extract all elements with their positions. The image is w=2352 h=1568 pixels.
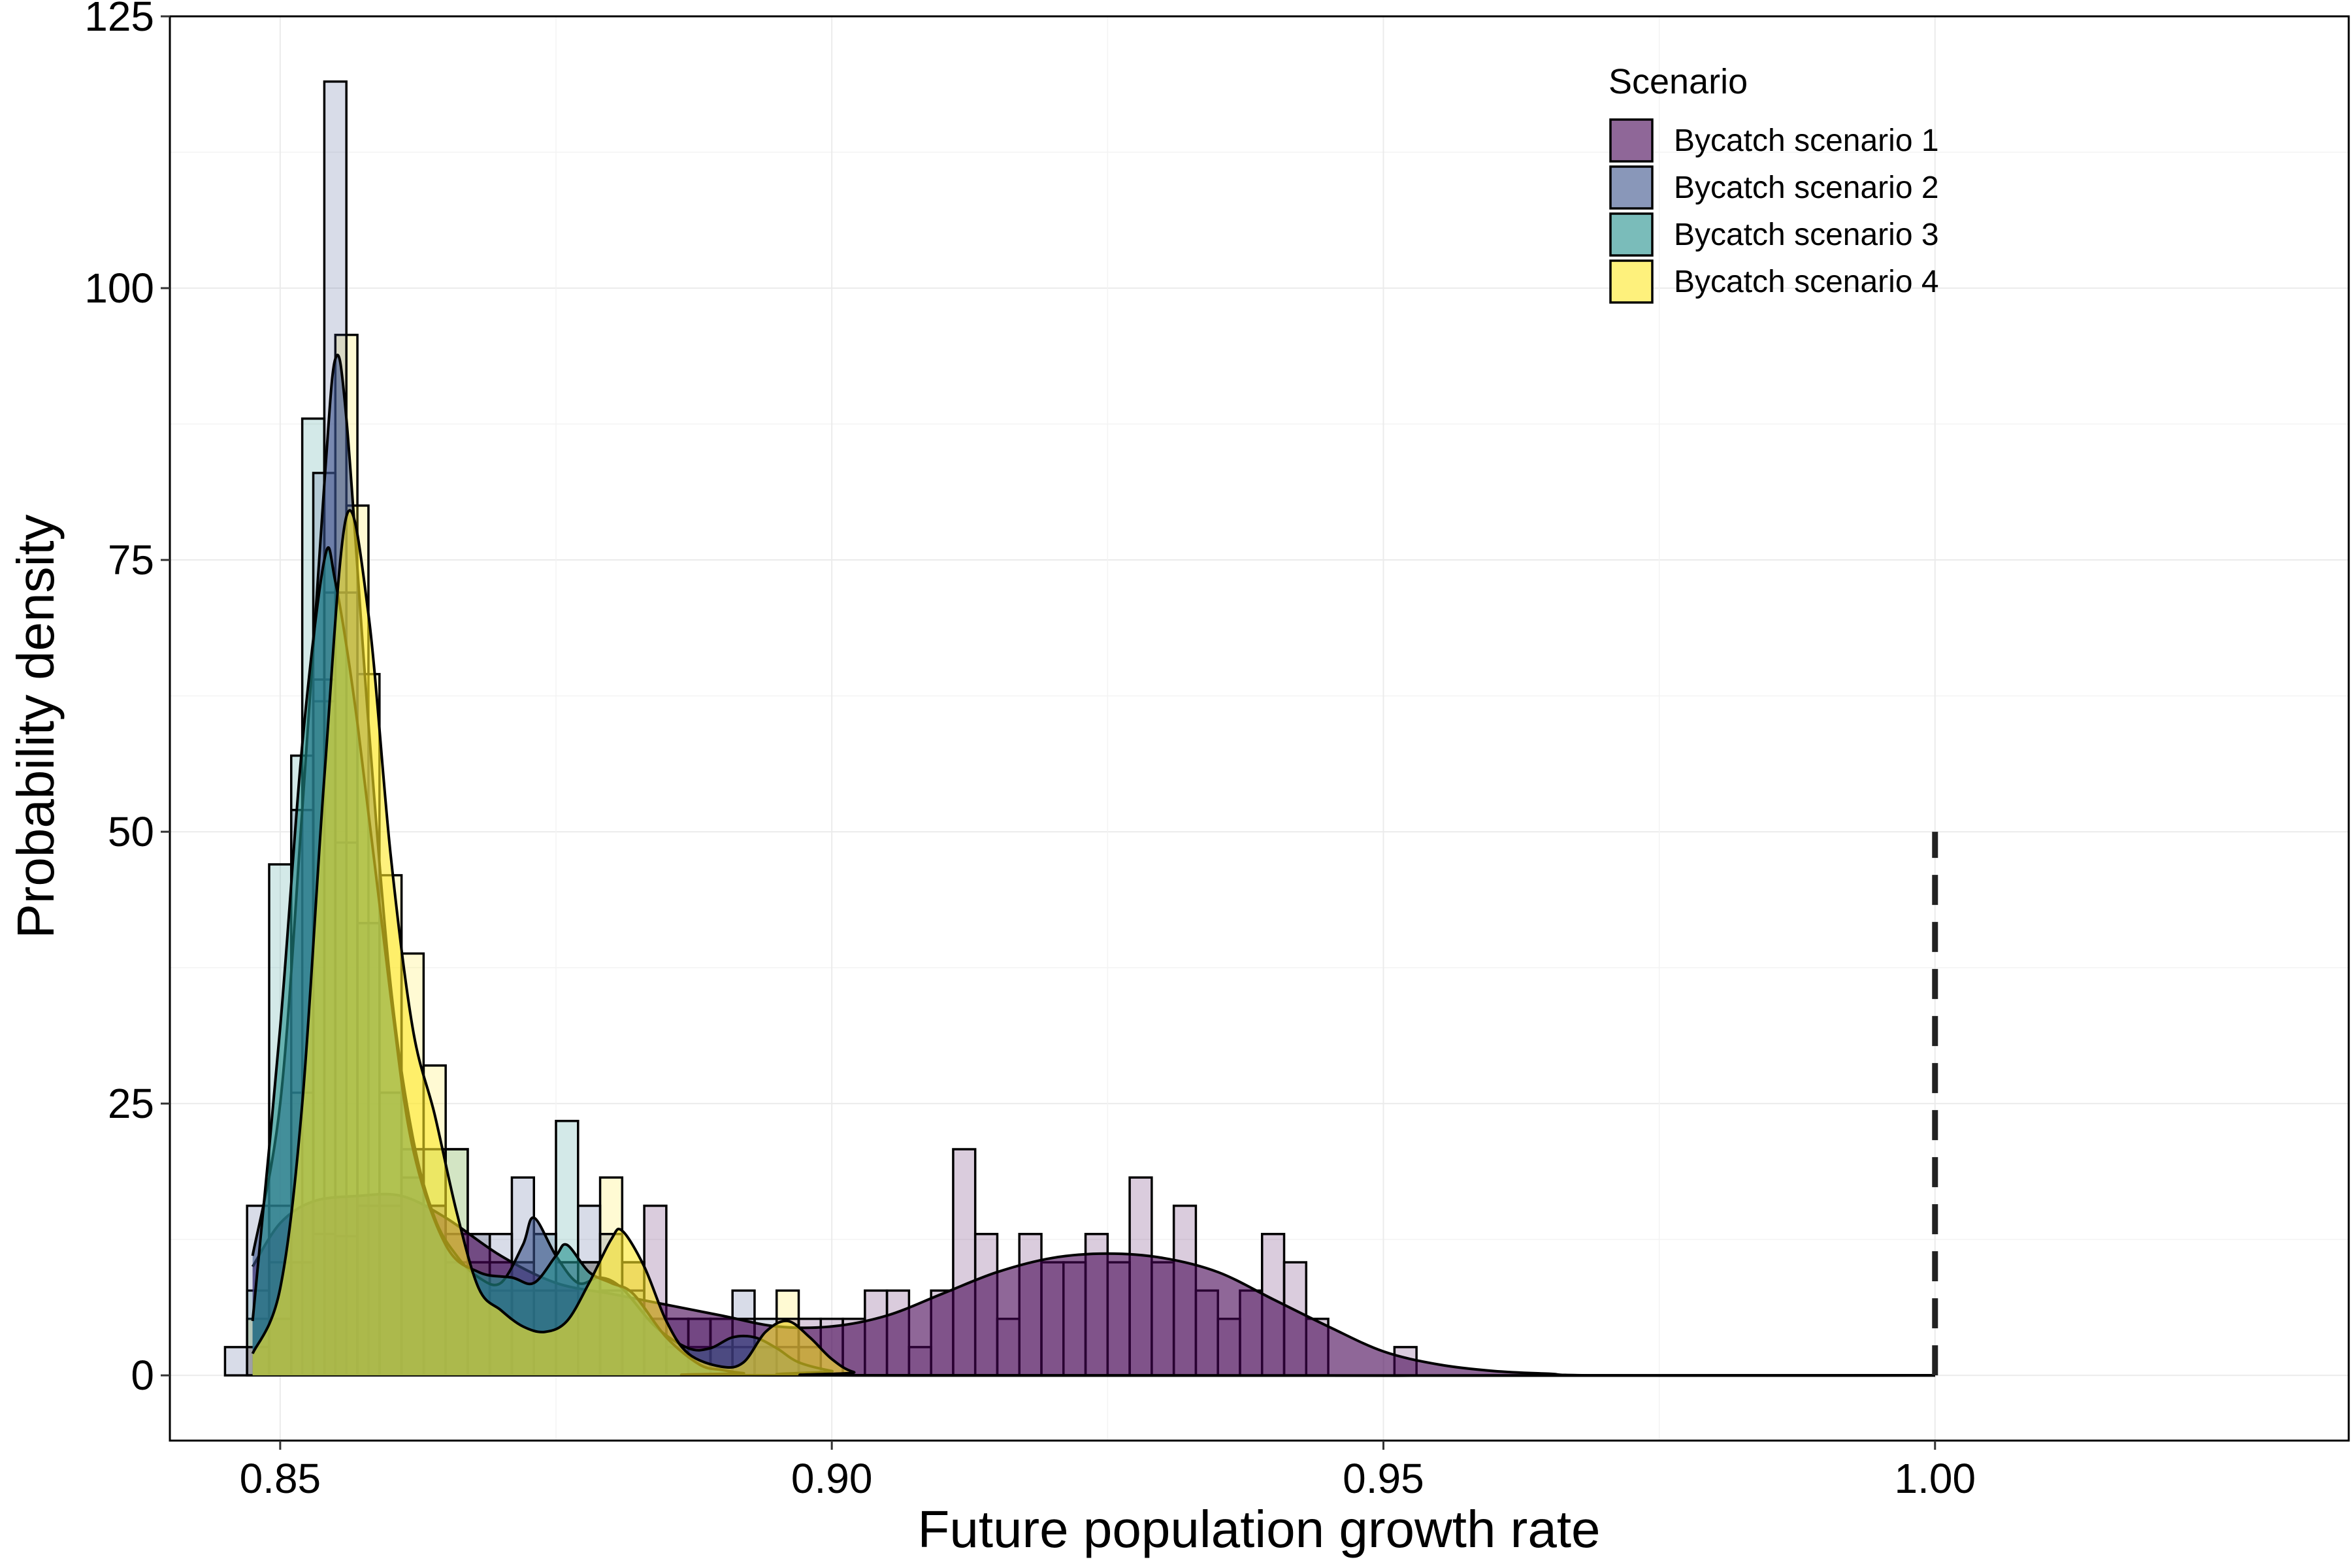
x-axis: 0.85 0.90 0.95 1.00 bbox=[240, 1441, 1976, 1502]
x-tick-label: 0.95 bbox=[1343, 1455, 1424, 1502]
legend-swatch bbox=[1609, 165, 1654, 210]
density-area bbox=[252, 1194, 1935, 1376]
legend-entry: Bycatch scenario 1 bbox=[1609, 118, 1939, 163]
legend-entry: Bycatch scenario 4 bbox=[1609, 259, 1939, 304]
y-axis: 0 25 50 75 100 125 bbox=[84, 0, 170, 1399]
legend-label: Bycatch scenario 1 bbox=[1674, 123, 1939, 158]
x-axis-title: Future population growth rate bbox=[917, 1500, 1600, 1558]
legend-label: Bycatch scenario 2 bbox=[1674, 171, 1939, 205]
y-tick-label: 50 bbox=[108, 808, 154, 855]
legend-entry: Bycatch scenario 3 bbox=[1609, 212, 1939, 257]
y-tick-label: 100 bbox=[84, 265, 154, 312]
legend-title: Scenario bbox=[1609, 62, 1748, 101]
legend-swatch bbox=[1609, 118, 1654, 163]
y-axis-title: Probability density bbox=[7, 514, 65, 938]
density-area bbox=[252, 510, 1935, 1376]
legend-swatch bbox=[1609, 212, 1654, 257]
density-line bbox=[251, 509, 1935, 1377]
y-tick-label: 25 bbox=[108, 1080, 154, 1127]
legend-entry: Bycatch scenario 2 bbox=[1609, 165, 1939, 210]
density-series bbox=[251, 509, 1935, 1377]
x-tick-label: 0.85 bbox=[240, 1455, 321, 1502]
plot-border bbox=[169, 15, 2350, 1442]
plot-background bbox=[170, 16, 2349, 1441]
legend-label: Bycatch scenario 4 bbox=[1674, 265, 1939, 299]
legend-swatch bbox=[1609, 259, 1654, 304]
legend-label: Bycatch scenario 3 bbox=[1674, 218, 1939, 252]
x-tick-label: 0.90 bbox=[791, 1455, 873, 1502]
density-layer bbox=[251, 353, 1935, 1377]
histogram-bar bbox=[223, 1346, 248, 1377]
y-tick-label: 125 bbox=[84, 0, 154, 40]
x-tick-label: 1.00 bbox=[1894, 1455, 1976, 1502]
legend: Scenario Bycatch scenario 1 Bycatch scena… bbox=[1609, 62, 1939, 304]
y-tick-label: 0 bbox=[131, 1352, 154, 1399]
y-tick-label: 75 bbox=[108, 536, 154, 583]
